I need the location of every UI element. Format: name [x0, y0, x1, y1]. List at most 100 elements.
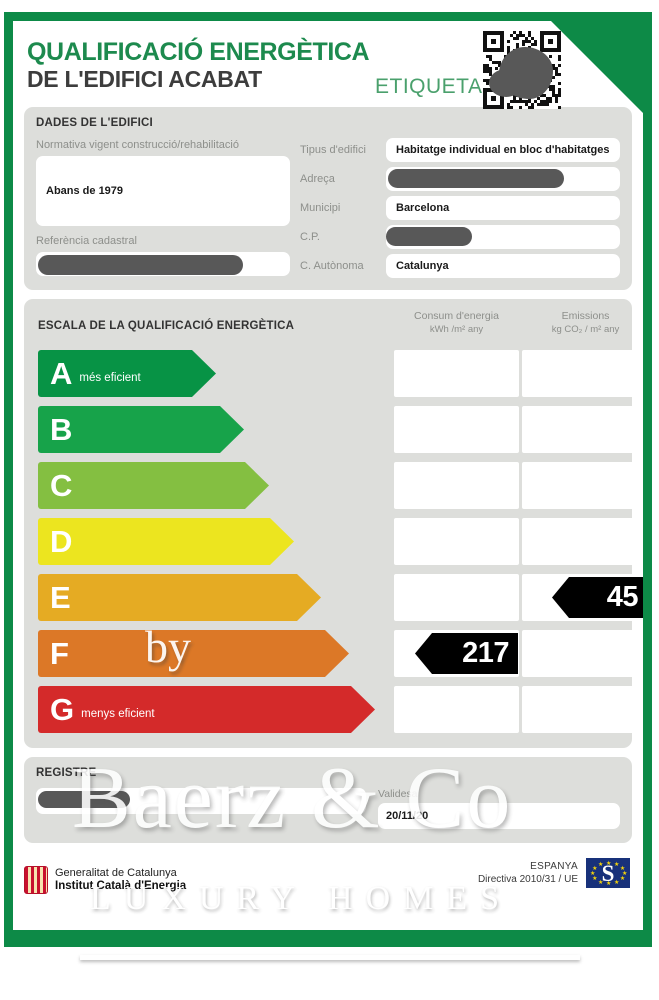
consum-cell-E: [394, 574, 519, 621]
eu-star-icon: ★: [592, 866, 598, 872]
energy-band-note: menys eficient: [81, 708, 155, 720]
certificate-frame: QUALIFICACIÓ ENERGÈTICA DE L'EDIFICI ACA…: [4, 12, 652, 947]
watermark-rule: [80, 955, 580, 960]
energy-band-E: E: [38, 574, 321, 621]
consum-value-marker: 217: [415, 633, 518, 674]
field-label-municipi: Municipi: [300, 202, 341, 214]
qr-code-icon: [483, 31, 561, 109]
building-left-column: Normativa vigent construcció/rehabilitac…: [36, 138, 290, 278]
eu-star-icon: ★: [606, 881, 612, 887]
gencat-logo-group: Generalitat de Catalunya Institut Català…: [24, 866, 186, 894]
consum-cell-B: [394, 406, 519, 453]
field-row-autonoma: C. Autònoma Catalunya: [300, 254, 620, 278]
normativa-value: Abans de 1979: [46, 185, 124, 197]
field-label-autonoma: C. Autònoma: [300, 260, 364, 272]
redaction-mark: [489, 69, 523, 97]
eu-star-icon: ★: [619, 866, 626, 872]
eu-line2: Directiva 2010/31 / UE: [477, 874, 578, 885]
eu-star-icon: ★: [614, 862, 620, 869]
eu-flag-letter: S: [601, 860, 615, 886]
field-row-tipus: Tipus d'edifici Habitatge individual en …: [300, 138, 620, 162]
certificate-footer: Generalitat de Catalunya Institut Català…: [24, 852, 632, 908]
energy-band-letter: A: [50, 356, 73, 391]
energy-scale-heading: ESCALA DE LA QUALIFICACIÓ ENERGÈTICA: [38, 320, 295, 332]
field-value-adreca-box[interactable]: [386, 167, 620, 191]
emissions-cell-F: [522, 630, 643, 677]
eu-line1: ESPANYA: [530, 861, 578, 872]
field-value-cp-box[interactable]: [386, 225, 620, 249]
emissions-cell-C: [522, 462, 643, 509]
energy-band-row-E: E 45: [36, 572, 643, 623]
eu-star-icon: ★: [606, 861, 612, 867]
cadastral-field[interactable]: [36, 252, 290, 276]
eu-star-icon: ★: [622, 871, 628, 877]
consum-cell-C: [394, 462, 519, 509]
consum-cell-D: [394, 518, 519, 565]
consum-cell-G: [394, 686, 519, 733]
registre-number-field[interactable]: [36, 788, 366, 814]
normativa-label: Normativa vigent construcció/rehabilitac…: [36, 139, 239, 151]
eu-star-icon: ★: [598, 879, 604, 886]
gencat-line1: Generalitat de Catalunya: [55, 867, 177, 879]
normativa-field[interactable]: Abans de 1979: [36, 156, 290, 226]
eu-star-icon: ★: [592, 876, 598, 882]
catalonia-flag-icon: [24, 866, 48, 894]
field-label-adreca: Adreça: [300, 173, 335, 185]
energy-band-letter: C: [50, 468, 73, 503]
energy-band-letter: G: [50, 692, 75, 727]
certificate-header: QUALIFICACIÓ ENERGÈTICA DE L'EDIFICI ACA…: [13, 21, 643, 109]
eu-star-icon: ★: [598, 862, 604, 869]
field-value-municipi-box[interactable]: Barcelona: [386, 196, 620, 220]
field-label-cp: C.P.: [300, 231, 320, 243]
column-header-consum: Consum d'energia kWh /m² any: [394, 309, 519, 337]
field-label-tipus: Tipus d'edifici: [300, 144, 366, 156]
column-unit-consum: kWh /m² any: [429, 324, 484, 335]
energy-band-row-C: C: [36, 460, 643, 511]
redaction-mark: [38, 791, 130, 808]
energy-band-letter: B: [50, 412, 73, 447]
redaction-mark: [388, 169, 564, 188]
energy-band-note: més eficient: [79, 372, 141, 384]
validity-field[interactable]: 20/11/20: [378, 803, 620, 829]
energy-scale-panel: ESCALA DE LA QUALIFICACIÓ ENERGÈTICA Con…: [24, 299, 643, 748]
energy-scale-header: ESCALA DE LA QUALIFICACIÓ ENERGÈTICA Con…: [36, 309, 620, 345]
field-value-tipus: Habitatge individual en bloc d'habitatge…: [396, 144, 610, 156]
registre-panel: REGISTRE Validesa 20/11/20: [24, 757, 632, 843]
redaction-mark: [386, 227, 472, 246]
energy-band-F: F: [38, 630, 349, 677]
emissions-value-marker: 45: [552, 577, 643, 618]
page-subtitle: DE L'EDIFICI ACABAT: [27, 66, 262, 92]
registre-heading: REGISTRE: [36, 767, 97, 779]
validity-value: 20/11/20: [386, 810, 429, 822]
building-right-column: Tipus d'edifici Habitatge individual en …: [300, 138, 620, 278]
emissions-value: 45: [606, 581, 639, 613]
field-value-tipus-box[interactable]: Habitatge individual en bloc d'habitatge…: [386, 138, 620, 162]
energy-band-letter: E: [50, 580, 71, 615]
building-data-panel: DADES DE L'EDIFICI Normativa vigent cons…: [24, 107, 632, 290]
gencat-line2: Institut Català d'Energia: [55, 880, 187, 892]
field-value-municipi: Barcelona: [396, 202, 450, 214]
eu-star-icon: ★: [614, 879, 620, 886]
etiqueta-label: ETIQUETA: [375, 75, 483, 98]
eu-flag-icon: S ★ ★ ★ ★ ★ ★ ★ ★ ★ ★ ★ ★: [586, 858, 630, 888]
emissions-cell-G: [522, 686, 643, 733]
emissions-cell-B: [522, 406, 643, 453]
building-data-heading: DADES DE L'EDIFICI: [36, 117, 153, 129]
registre-number-column: [36, 788, 366, 829]
field-value-autonoma-box[interactable]: Catalunya: [386, 254, 620, 278]
energy-band-D: D: [38, 518, 294, 565]
field-row-cp: C.P.: [300, 225, 620, 249]
energy-band-row-B: B: [36, 404, 643, 455]
cadastral-label: Referència cadastral: [36, 235, 137, 247]
emissions-cell-D: [522, 518, 643, 565]
page-title: QUALIFICACIÓ ENERGÈTICA: [27, 38, 370, 66]
energy-band-letter: F: [50, 636, 69, 671]
energy-band-row-F: F 217: [36, 628, 643, 679]
validity-label: Validesa: [378, 788, 418, 800]
column-title-emissions: Emissions: [561, 310, 610, 322]
